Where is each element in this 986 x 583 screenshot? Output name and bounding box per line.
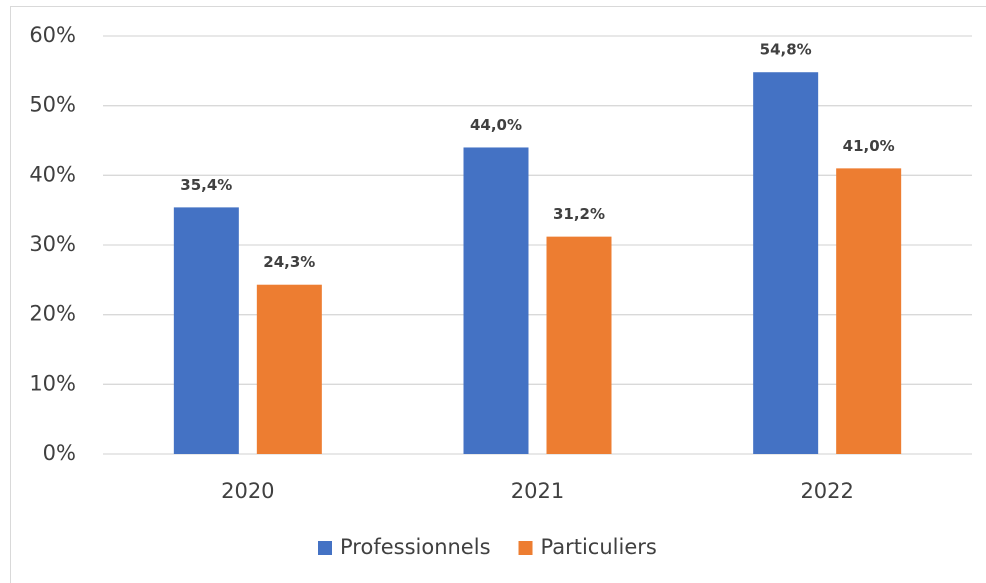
bar — [753, 72, 819, 454]
bar — [173, 207, 239, 454]
value-label: 24,3% — [263, 253, 315, 271]
legend-label: Particuliers — [541, 535, 657, 559]
x-tick-label: 2022 — [800, 479, 853, 503]
y-tick-label: 40% — [29, 162, 76, 186]
x-tick-label: 2021 — [511, 479, 564, 503]
y-tick-label: 50% — [29, 93, 76, 117]
y-tick-label: 10% — [29, 371, 76, 395]
value-label: 35,4% — [180, 176, 232, 194]
legend-swatch — [518, 541, 533, 555]
value-label: 54,8% — [760, 41, 812, 59]
bar — [546, 236, 612, 454]
y-tick-label: 0% — [43, 441, 76, 465]
value-label: 31,2% — [553, 205, 605, 223]
legend-label: Professionnels — [340, 535, 491, 559]
y-tick-label: 20% — [29, 302, 76, 326]
value-label: 41,0% — [843, 137, 895, 155]
bar — [463, 147, 529, 454]
value-label: 44,0% — [470, 116, 522, 134]
bar — [836, 168, 902, 454]
legend-swatch — [318, 541, 332, 555]
x-tick-label: 2020 — [221, 479, 274, 503]
y-tick-label: 60% — [29, 23, 76, 47]
y-tick-label: 30% — [29, 232, 76, 256]
bar — [256, 284, 322, 454]
